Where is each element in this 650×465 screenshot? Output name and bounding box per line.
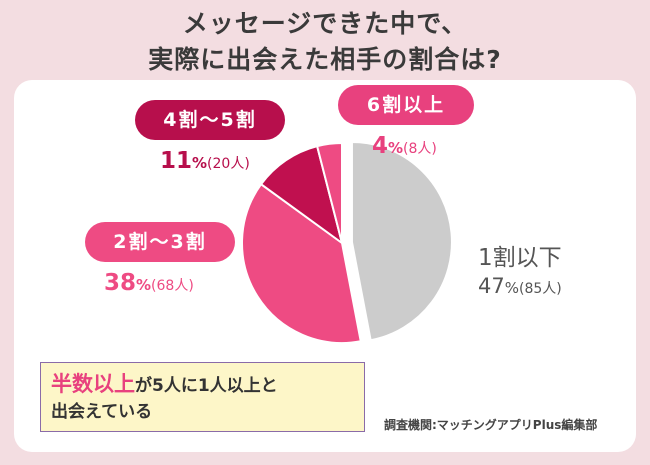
label-pill-6wari: 6割以上 — [338, 85, 474, 125]
note-line-1: 半数以上が5人に1人以上と — [51, 371, 354, 399]
source-credit: 調査機関:マッチングアプリPlus編集部 — [384, 418, 598, 432]
slice-1wari — [350, 141, 453, 342]
chart-title: メッセージできた中で、 実際に出会えた相手の割合は? — [0, 6, 650, 78]
note-line-1-rest: が5人に1人以上と — [135, 376, 278, 396]
pct-unit: % — [388, 139, 404, 157]
pct-1wari: 47%(85人) — [478, 274, 562, 298]
pct-unit: % — [504, 279, 519, 297]
pct-2-3wari: 38%(68人) — [104, 270, 194, 296]
pct-value: 38 — [104, 270, 137, 296]
pct-6wari: 4%(8人) — [372, 133, 437, 159]
slice-4-5wari — [259, 144, 344, 246]
count-text: (85人) — [519, 281, 562, 297]
title-line-1: メッセージできた中で、 — [182, 9, 468, 38]
count-text: (68人) — [151, 278, 194, 294]
title-line-2: 実際に出会えた相手の割合は? — [148, 45, 502, 74]
note-line-2: 出会えている — [51, 402, 153, 422]
count-text: (8人) — [403, 141, 437, 157]
label-1wari: 1割以下 — [478, 245, 562, 271]
label-pill-2-3wari: 2割〜3割 — [85, 222, 235, 262]
pct-value: 4 — [372, 133, 389, 159]
pct-4-5wari: 11%(20人) — [160, 148, 250, 174]
summary-note: 半数以上が5人に1人以上と 出会えている — [40, 362, 365, 432]
label-pill-4-5wari: 4割〜5割 — [135, 100, 285, 140]
slice-2-3wari — [241, 182, 362, 344]
pct-unit: % — [136, 276, 152, 294]
note-highlight: 半数以上 — [51, 372, 135, 396]
slice-6wari — [315, 141, 343, 244]
pct-value: 11 — [160, 148, 193, 174]
count-text: (20人) — [207, 156, 250, 172]
pct-unit: % — [192, 154, 208, 172]
pct-value: 47 — [478, 274, 505, 298]
